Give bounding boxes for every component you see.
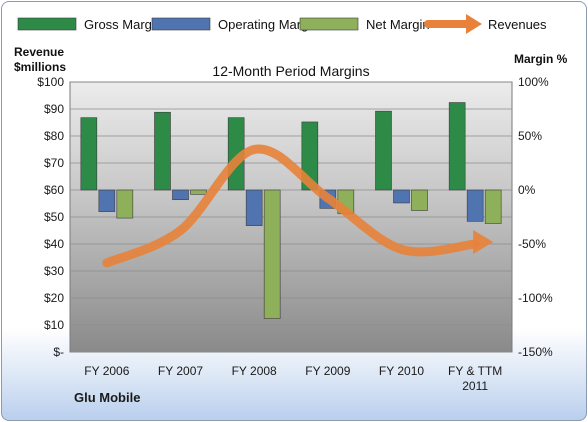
gross-margin-bar-fy-2007: [154, 111, 171, 191]
legend-label-revenues: Revenues: [488, 17, 547, 32]
net-margin-bar-fy-2006: [116, 189, 134, 219]
operating-margin-bar-fy-2007: [172, 189, 189, 201]
operating-margin-bar-fy-2010: [393, 189, 410, 204]
revenue-arrowhead: [473, 230, 494, 254]
left-tick-label: $10: [44, 318, 64, 332]
x-tick-label-fy-2006: FY 2006: [84, 364, 129, 378]
right-tick-label: -50%: [518, 237, 546, 251]
legend-label-gross-margin: Gross Margin: [84, 17, 162, 32]
x-tick-label-line: FY 2009: [305, 364, 350, 378]
x-tick-label-line: FY 2010: [379, 364, 424, 378]
x-axis-labels: FY 2006 FY 2007 FY 2008 FY 2009 FY 2010 FY & …: [84, 364, 502, 393]
left-tick-label: $60: [44, 183, 64, 197]
x-tick-label-fy-2010: FY 2010: [379, 364, 424, 378]
gross-margin-bar-fy-ttm-2011: [448, 102, 466, 191]
x-tick-label-line: FY 2008: [232, 364, 277, 378]
net-margin-bar-fy-2010: [411, 189, 428, 211]
legend-label-operating-margin: Operating Margin: [218, 17, 318, 32]
legend-swatch-net-margin: [299, 17, 359, 31]
right-tick-label: 0%: [518, 183, 536, 197]
revenue-series: [102, 144, 494, 268]
x-tick-label-line: FY 2006: [84, 364, 129, 378]
left-tick-label: $90: [44, 102, 64, 116]
left-axis-title-line-1: Revenue: [14, 45, 64, 59]
gross-margin-bar-fy-2006: [80, 117, 98, 191]
net-margin-bar-fy-2008: [263, 189, 281, 319]
legend-swatch-arrow-revenues: [466, 14, 482, 34]
left-tick-label: $40: [44, 237, 64, 251]
legend-label-net-margin: Net Margin: [366, 17, 430, 32]
net-margin-bar-fy-ttm-2011: [484, 189, 502, 224]
right-axis-ticks: -150% -100% -50% 0% 50% 100%: [518, 75, 553, 359]
left-tick-label: $100: [37, 75, 64, 89]
gridlines: [70, 81, 512, 353]
operating-margin-bar-fy-2008: [245, 189, 263, 226]
company-label: Glu Mobile: [74, 390, 140, 405]
right-tick-label: -150%: [518, 345, 553, 359]
x-tick-label-fy-2007: FY 2007: [158, 364, 203, 378]
x-tick-label-fy-ttm-2011: FY & TTM 2011: [448, 364, 502, 393]
left-tick-label: $20: [44, 291, 64, 305]
legend-swatch-gross-margin: [17, 17, 77, 31]
left-tick-label: $30: [44, 264, 64, 278]
left-axis-ticks: $- $10 $20 $30 $40 $50 $60 $70 $80 $90 $100: [37, 75, 64, 359]
right-tick-label: -100%: [518, 291, 553, 305]
gross-margin-bar-fy-2010: [375, 110, 392, 191]
gross-margin-bar-fy-2009: [301, 121, 319, 191]
net-margin-bar-fy-2007: [190, 189, 207, 195]
operating-margin-bar-fy-2006: [98, 189, 116, 212]
x-tick-label-line: 2011: [462, 379, 488, 393]
right-axis-title: Margin %: [514, 52, 568, 66]
right-tick-label: 100%: [518, 75, 549, 89]
legend-swatch-operating-margin: [151, 17, 211, 31]
x-tick-label-line: FY & TTM: [448, 364, 502, 378]
operating-margin-bar-fy-ttm-2011: [466, 189, 484, 222]
plot-title: 12-Month Period Margins: [212, 63, 369, 79]
left-tick-label: $80: [44, 129, 64, 143]
x-tick-label-fy-2008: FY 2008: [232, 364, 277, 378]
left-axis-title-line-2: $millions: [14, 60, 66, 74]
x-tick-label-fy-2009: FY 2009: [305, 364, 350, 378]
left-tick-label: $50: [44, 210, 64, 224]
left-tick-label: $-: [53, 345, 64, 359]
x-tick-label-line: FY 2007: [158, 364, 203, 378]
legend: Gross Margin Operating Margin Net Margin Re…: [17, 14, 547, 34]
right-tick-label: 50%: [518, 129, 542, 143]
left-tick-label: $70: [44, 156, 64, 170]
